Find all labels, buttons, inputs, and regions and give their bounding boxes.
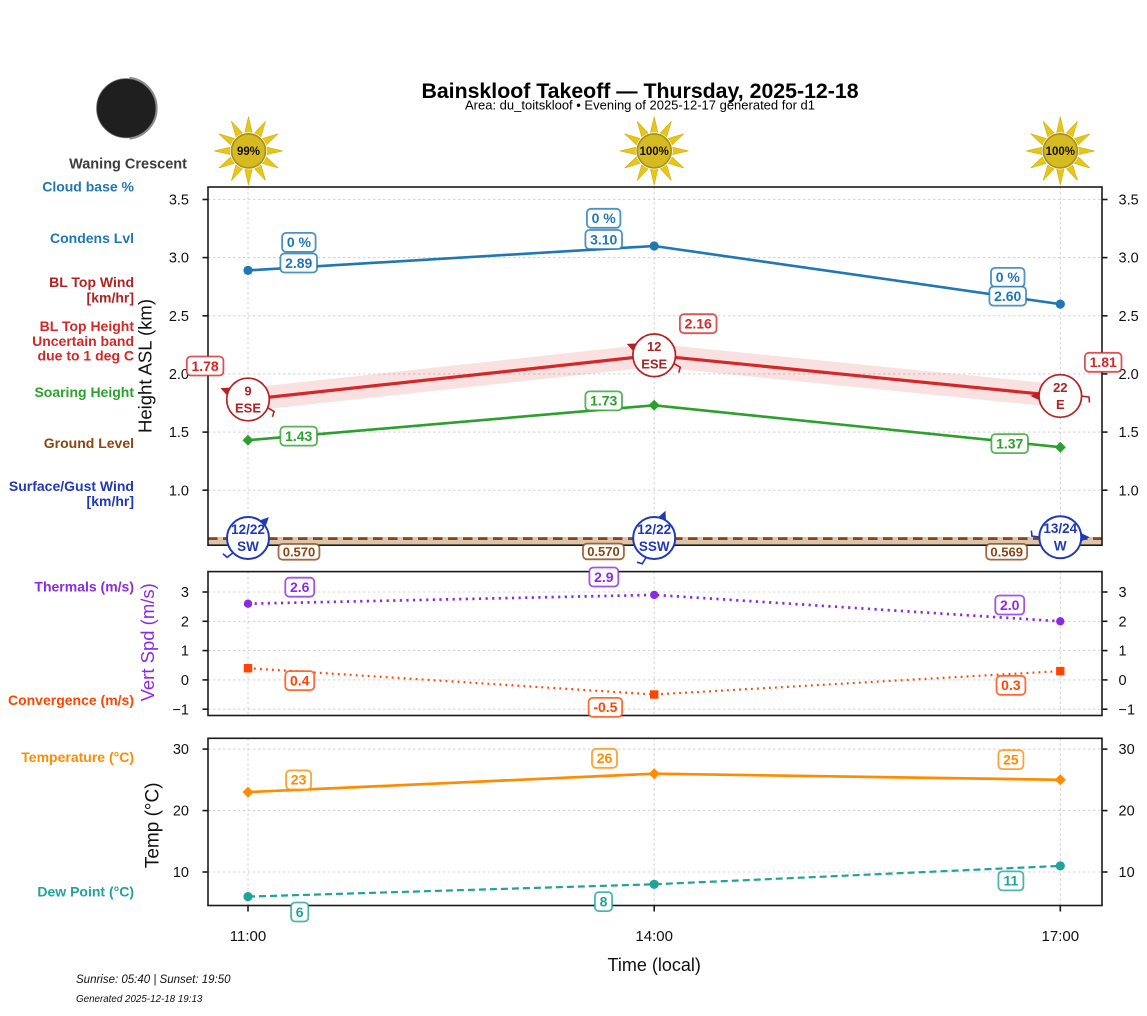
svg-text:17:00: 17:00 [1042,928,1080,945]
svg-text:1: 1 [181,644,189,660]
svg-text:3.5: 3.5 [169,193,189,209]
svg-text:Dew Point (°C): Dew Point (°C) [37,884,134,900]
svg-text:0.570: 0.570 [587,544,620,559]
svg-text:99%: 99% [237,146,260,158]
svg-text:3.0: 3.0 [1119,251,1139,267]
svg-text:Generated 2025-12-18 19:13: Generated 2025-12-18 19:13 [76,994,203,1005]
svg-text:Bainskloof Takeoff — Thursday,: Bainskloof Takeoff — Thursday, 2025-12-1… [421,79,858,103]
svg-text:2.16: 2.16 [685,316,712,332]
svg-text:Soaring Height: Soaring Height [34,384,134,400]
svg-text:3: 3 [1119,585,1127,601]
svg-text:2.0: 2.0 [169,367,189,383]
svg-text:0 %: 0 % [996,269,1021,285]
svg-text:Cloud base %: Cloud base % [42,179,134,195]
svg-text:0.570: 0.570 [283,544,316,559]
svg-text:−1: −1 [172,702,189,718]
svg-text:0 %: 0 % [592,210,617,226]
svg-text:1: 1 [1119,644,1127,660]
svg-text:2.5: 2.5 [169,309,189,325]
svg-text:Area: du_toitskloof • Evening: Area: du_toitskloof • Evening of 2025-12… [465,97,815,112]
svg-text:Uncertain band: Uncertain band [32,333,134,349]
svg-text:10: 10 [1119,865,1135,881]
svg-text:100%: 100% [1046,146,1075,158]
svg-text:3: 3 [181,585,189,601]
svg-text:2.89: 2.89 [285,255,312,271]
svg-text:23: 23 [291,772,307,788]
svg-text:-0.5: -0.5 [593,699,617,715]
svg-text:BL Top Wind: BL Top Wind [49,274,134,290]
svg-text:12/22: 12/22 [637,522,671,537]
svg-text:BL Top Height: BL Top Height [40,318,135,334]
svg-text:2.0: 2.0 [1000,597,1020,613]
svg-text:26: 26 [597,750,613,766]
svg-text:−1: −1 [1119,702,1136,718]
svg-text:2.6: 2.6 [290,579,310,595]
svg-text:13/24: 13/24 [1043,521,1077,536]
svg-text:1.0: 1.0 [169,483,189,499]
svg-text:[km/hr]: [km/hr] [87,493,134,509]
svg-text:12: 12 [647,339,661,354]
svg-text:Condens Lvl: Condens Lvl [50,230,134,246]
svg-text:Ground Level: Ground Level [44,435,134,451]
svg-text:2: 2 [1119,614,1127,630]
svg-text:2.5: 2.5 [1119,309,1139,325]
svg-text:W: W [1054,538,1067,553]
svg-text:0.569: 0.569 [990,544,1023,559]
svg-text:3.0: 3.0 [169,251,189,267]
svg-text:E: E [1056,397,1065,412]
svg-text:22: 22 [1053,380,1067,395]
svg-text:1.5: 1.5 [169,425,189,441]
svg-text:0: 0 [181,673,189,689]
svg-text:1.78: 1.78 [191,358,218,374]
svg-text:SW: SW [237,539,259,554]
svg-text:Sunrise: 05:40 | Sunset: 19:50: Sunrise: 05:40 | Sunset: 19:50 [76,974,231,986]
svg-text:11: 11 [1003,873,1018,889]
svg-text:0 %: 0 % [287,234,312,250]
svg-text:Temperature (°C): Temperature (°C) [21,749,134,765]
svg-text:12/22: 12/22 [231,522,265,537]
svg-text:1.43: 1.43 [285,428,312,444]
svg-text:1.5: 1.5 [1119,425,1139,441]
svg-text:9: 9 [244,383,251,398]
svg-text:10: 10 [173,865,189,881]
svg-text:1.37: 1.37 [996,435,1023,451]
svg-text:Convergence (m/s): Convergence (m/s) [8,692,134,708]
svg-text:11:00: 11:00 [230,928,266,945]
svg-text:2.0: 2.0 [1119,367,1139,383]
svg-text:2: 2 [181,614,189,630]
svg-text:0.4: 0.4 [290,672,310,688]
svg-text:Temp (°C): Temp (°C) [143,782,164,868]
svg-text:Height ASL (km): Height ASL (km) [135,299,156,433]
svg-text:Surface/Gust Wind: Surface/Gust Wind [9,478,134,494]
svg-text:3.10: 3.10 [590,231,617,247]
svg-text:Time (local): Time (local) [608,955,701,975]
svg-text:30: 30 [173,742,189,758]
svg-text:30: 30 [1119,742,1135,758]
svg-text:SSW: SSW [639,539,670,554]
svg-text:Vert Spd (m/s): Vert Spd (m/s) [137,583,158,701]
svg-text:25: 25 [1003,751,1019,767]
svg-text:6: 6 [296,904,304,920]
svg-text:1.0: 1.0 [1119,483,1139,499]
svg-text:2.60: 2.60 [994,288,1021,304]
svg-text:1.81: 1.81 [1090,354,1117,370]
svg-text:0.3: 0.3 [1001,677,1021,693]
svg-text:ESE: ESE [235,401,261,416]
svg-text:2.9: 2.9 [594,569,614,585]
svg-text:14:00: 14:00 [635,928,673,945]
svg-text:Waning Crescent: Waning Crescent [69,157,187,173]
svg-text:0: 0 [1119,673,1127,689]
svg-text:8: 8 [600,893,608,909]
svg-text:1.73: 1.73 [590,393,617,409]
svg-text:20: 20 [1119,804,1135,820]
svg-text:ESE: ESE [641,357,667,372]
svg-text:due to 1 deg C: due to 1 deg C [38,347,134,363]
svg-text:20: 20 [173,804,189,820]
svg-text:[km/hr]: [km/hr] [87,289,134,305]
svg-text:Thermals (m/s): Thermals (m/s) [34,578,134,594]
svg-text:100%: 100% [639,146,668,158]
svg-text:3.5: 3.5 [1119,193,1139,209]
